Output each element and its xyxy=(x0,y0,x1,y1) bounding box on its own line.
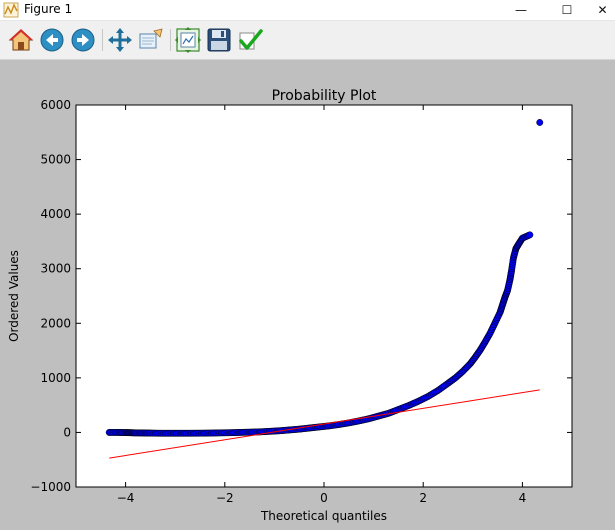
y-tick-label: 6000 xyxy=(40,98,71,112)
axes-frame xyxy=(75,104,573,488)
app-icon xyxy=(3,2,19,18)
y-tick-label: 2000 xyxy=(40,316,71,330)
chart-title: Probability Plot xyxy=(272,88,377,104)
toolbar-separator xyxy=(102,29,103,51)
maximize-button[interactable]: ☐ xyxy=(561,3,573,17)
window-title: Figure 1 xyxy=(24,2,73,16)
zoom-button[interactable] xyxy=(138,27,164,53)
minimize-button[interactable]: — xyxy=(515,3,527,17)
home-icon xyxy=(8,29,34,51)
data-point xyxy=(536,119,544,126)
edit-curves-button[interactable] xyxy=(237,27,263,53)
x-tick-label: 0 xyxy=(320,491,328,505)
x-tick-label: −4 xyxy=(117,491,135,505)
y-tick-label: −1000 xyxy=(30,480,71,494)
back-icon xyxy=(40,28,64,52)
y-tick-label: 5000 xyxy=(40,153,71,167)
figure-canvas[interactable]: −4 −2 0 2 4 −1000 0 1000 2000 3000 4000 5000 6000 Pr… xyxy=(0,60,615,530)
back-button[interactable] xyxy=(39,27,65,53)
y-axis-label: Ordered Values xyxy=(7,250,21,342)
zoom-icon xyxy=(139,28,163,49)
subplots-button[interactable] xyxy=(175,27,201,53)
window-titlebar: Figure 1 — ☐ ✕ xyxy=(0,0,615,21)
navigation-toolbar xyxy=(0,21,615,60)
toolbar-separator xyxy=(170,29,171,51)
x-tick-label: 2 xyxy=(419,491,427,505)
y-tick-label: 0 xyxy=(63,425,71,439)
pan-button[interactable] xyxy=(107,27,133,53)
fit-line xyxy=(109,389,540,459)
edit-check-icon xyxy=(239,29,263,50)
data-point xyxy=(526,231,534,239)
y-tick-label: 1000 xyxy=(40,371,71,385)
x-axis-label: Theoretical quantiles xyxy=(260,509,387,523)
subplots-icon xyxy=(175,27,201,53)
forward-button[interactable] xyxy=(70,27,96,53)
close-button[interactable]: ✕ xyxy=(597,3,608,17)
save-button[interactable] xyxy=(206,27,232,53)
home-button[interactable] xyxy=(8,27,34,53)
save-icon xyxy=(207,28,231,52)
forward-icon xyxy=(71,28,95,52)
y-tick-label: 3000 xyxy=(40,262,71,276)
x-tick-label: 4 xyxy=(519,491,527,505)
y-tick-label: 4000 xyxy=(40,207,71,221)
pan-icon xyxy=(108,28,132,52)
x-tick-label: −2 xyxy=(216,491,234,505)
